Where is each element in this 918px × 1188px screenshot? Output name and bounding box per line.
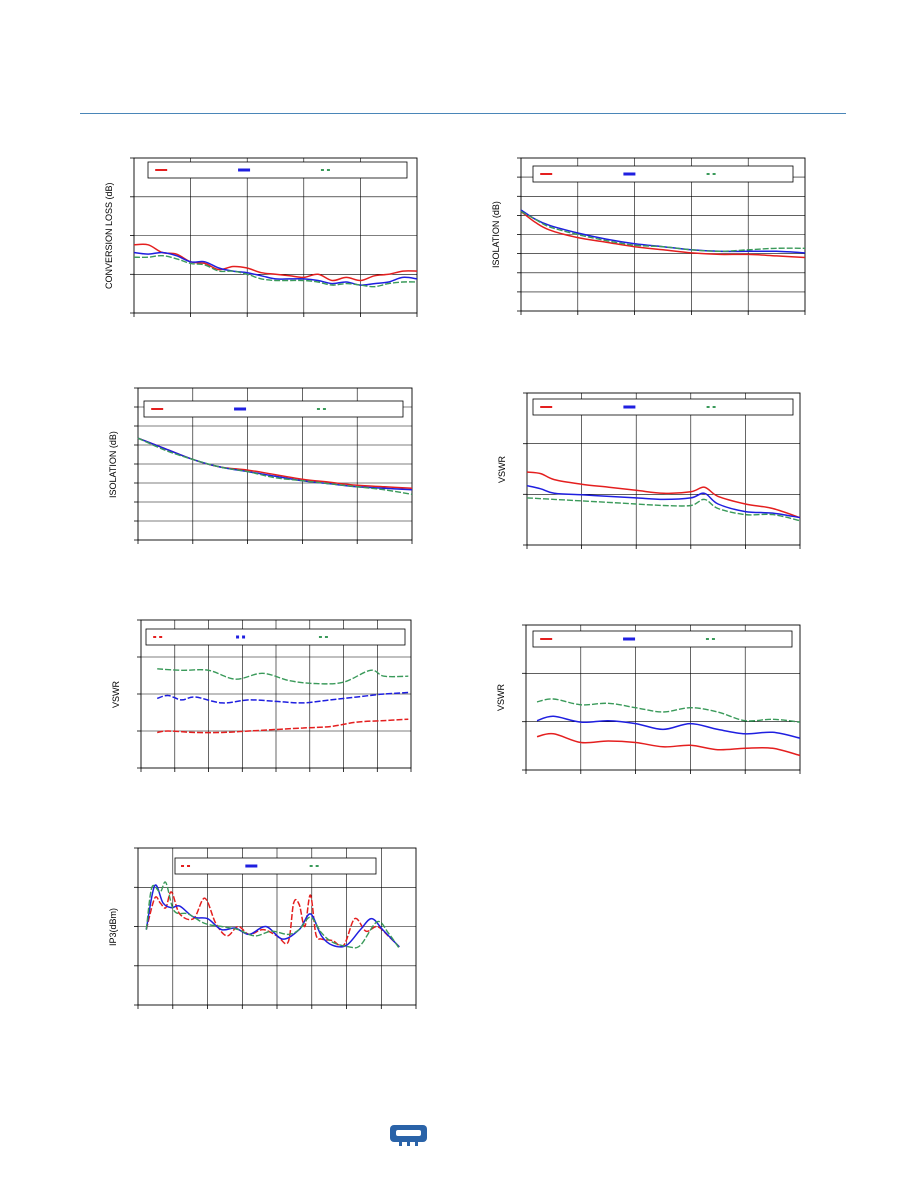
series-line-red bbox=[520, 210, 806, 259]
chart-c7 bbox=[134, 847, 417, 1009]
series-line-blue bbox=[520, 209, 806, 254]
series-line-red bbox=[157, 718, 409, 734]
plot-frame bbox=[133, 157, 418, 314]
chart-plot-area bbox=[134, 847, 417, 1009]
legend bbox=[143, 400, 404, 418]
legend-box bbox=[532, 398, 794, 416]
series-line-green bbox=[157, 668, 409, 685]
legend-box bbox=[147, 161, 408, 179]
legend bbox=[145, 628, 406, 646]
legend bbox=[174, 857, 377, 875]
chart-plot-area bbox=[522, 624, 801, 774]
series-line-blue bbox=[156, 691, 409, 704]
series-line-green bbox=[536, 698, 801, 723]
y-axis-label: IP3(dBm) bbox=[108, 907, 118, 946]
chart-c3 bbox=[134, 387, 413, 544]
chart-plot-area bbox=[137, 619, 412, 772]
legend bbox=[532, 398, 794, 416]
plot-frame bbox=[137, 387, 413, 541]
chart-plot-area bbox=[523, 392, 801, 549]
chart-c2 bbox=[517, 157, 806, 315]
plot-frame bbox=[525, 624, 801, 771]
series-line-blue bbox=[133, 251, 418, 286]
chart-c4 bbox=[523, 392, 801, 549]
chart-c5 bbox=[137, 619, 412, 772]
plot-frame bbox=[520, 157, 806, 312]
header-rule bbox=[80, 113, 846, 114]
chart-c1 bbox=[130, 157, 418, 317]
series-line-blue bbox=[526, 484, 801, 519]
chart-plot-area bbox=[134, 387, 413, 544]
series-line-red bbox=[145, 891, 400, 948]
chart-c6 bbox=[522, 624, 801, 774]
legend-box bbox=[532, 630, 793, 648]
series-line-green bbox=[526, 497, 801, 522]
y-axis-label: VSWR bbox=[496, 684, 506, 711]
legend-box bbox=[532, 165, 794, 183]
plot-frame bbox=[526, 392, 801, 546]
series-line-red bbox=[536, 732, 801, 757]
y-axis-label: VSWR bbox=[111, 680, 121, 708]
legend bbox=[532, 630, 793, 648]
y-axis-label: VSWR bbox=[497, 455, 507, 483]
series-line-green bbox=[137, 437, 413, 496]
series-line-red bbox=[526, 471, 801, 519]
series-line-green bbox=[520, 210, 806, 253]
chart-plot-area bbox=[517, 157, 806, 315]
series-line-red bbox=[137, 437, 413, 490]
y-axis-label: CONVERSION LOSS (dB) bbox=[104, 182, 114, 289]
company-logo bbox=[390, 1125, 427, 1146]
series-line-red bbox=[133, 243, 418, 282]
series-line-blue bbox=[536, 715, 801, 739]
chart-plot-area bbox=[130, 157, 418, 317]
y-axis-label: ISOLATION (dB) bbox=[491, 201, 501, 268]
y-axis-label: ISOLATION (dB) bbox=[108, 430, 118, 498]
legend-box bbox=[145, 628, 406, 646]
legend bbox=[532, 165, 794, 183]
plot-frame bbox=[140, 619, 412, 769]
series-line-blue bbox=[145, 884, 400, 948]
legend-box bbox=[174, 857, 377, 875]
legend-box bbox=[143, 400, 404, 418]
plot-frame bbox=[137, 847, 417, 1006]
series-line-green bbox=[133, 254, 418, 288]
legend bbox=[147, 161, 408, 179]
series-line-green bbox=[145, 881, 400, 949]
